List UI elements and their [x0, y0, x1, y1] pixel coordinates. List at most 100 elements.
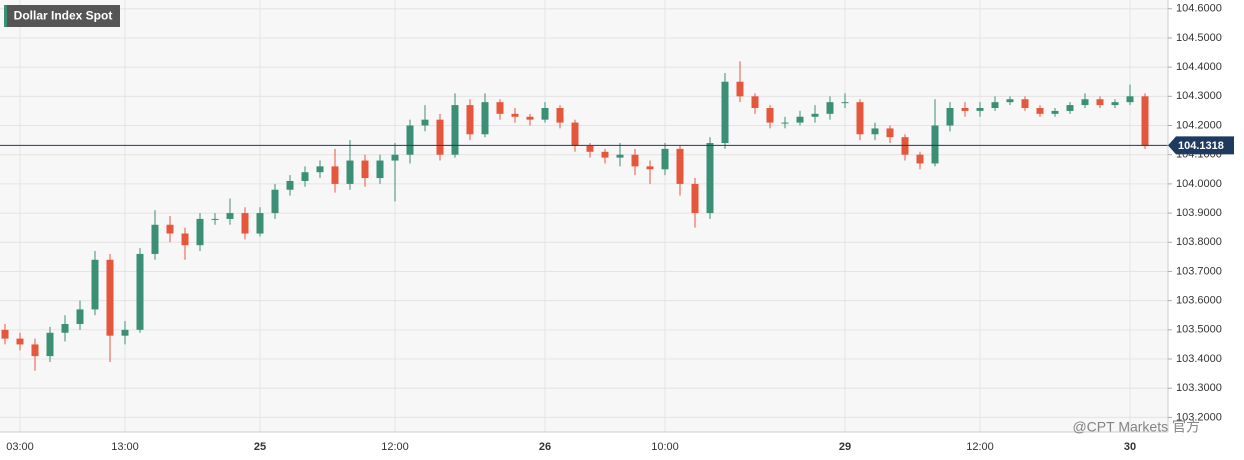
watermark: @CPT Markets 官方: [1072, 419, 1200, 435]
candle-body: [556, 108, 564, 123]
candle-body: [946, 108, 954, 126]
candle-body: [46, 332, 54, 357]
candle-body: [421, 119, 429, 126]
candle-body: [136, 253, 144, 330]
candle-body: [121, 329, 129, 336]
y-tick-label: 103.9000: [1176, 207, 1222, 219]
y-tick-label: 103.6000: [1176, 295, 1222, 307]
candle-body: [1111, 102, 1119, 106]
candle-body: [481, 102, 489, 135]
y-tick-label: 103.4000: [1176, 353, 1222, 365]
y-tick-label: 104.3000: [1176, 90, 1222, 102]
title-stripe: [4, 5, 7, 27]
candle-body: [196, 218, 204, 246]
x-tick-label: 30: [1124, 441, 1136, 453]
candle-body: [916, 154, 924, 164]
candle-body: [361, 160, 369, 179]
candle-body: [226, 213, 234, 219]
candle-body: [646, 166, 654, 170]
candle-body: [1021, 99, 1029, 108]
y-tick-label: 103.8000: [1176, 236, 1222, 248]
x-tick-label: 10:00: [651, 441, 679, 453]
candle-body: [826, 102, 834, 114]
y-tick-label: 103.3000: [1176, 382, 1222, 394]
candle-body: [736, 81, 744, 97]
x-tick-label: 12:00: [381, 441, 409, 453]
candle-body: [91, 259, 99, 310]
candle-body: [31, 344, 39, 357]
candle-body: [256, 213, 264, 234]
candle-body: [301, 172, 309, 181]
candle-body: [1036, 108, 1044, 114]
x-tick-label: 03:00: [6, 441, 34, 453]
candle-body: [391, 154, 399, 161]
candle-body: [346, 160, 354, 184]
y-tick-label: 103.5000: [1176, 324, 1222, 336]
x-tick-label: 12:00: [966, 441, 994, 453]
candle-body: [526, 116, 534, 120]
candle-body: [151, 224, 159, 254]
candle-body: [406, 125, 414, 155]
candle-body: [811, 113, 819, 117]
candle-body: [961, 108, 969, 111]
y-tick-label: 104.2000: [1176, 119, 1222, 131]
candle-body: [721, 81, 729, 144]
candle-body: [871, 128, 879, 135]
candle-body: [451, 105, 459, 155]
candle-body: [601, 151, 609, 158]
y-tick-label: 104.5000: [1176, 32, 1222, 44]
x-tick-label: 25: [254, 441, 266, 453]
y-tick-label: 103.2000: [1176, 411, 1222, 423]
candle-body: [631, 154, 639, 167]
candle-body: [1081, 99, 1089, 106]
candle-body: [511, 113, 519, 117]
candle-body: [376, 160, 384, 179]
candle-body: [331, 166, 339, 184]
candle-body: [1126, 96, 1134, 103]
candle-body: [976, 108, 984, 111]
candle-body: [901, 137, 909, 155]
candle-body: [571, 122, 579, 146]
y-tick-label: 103.7000: [1176, 265, 1222, 277]
candle-body: [1066, 105, 1074, 111]
candle-body: [991, 102, 999, 108]
candle-body: [61, 324, 69, 333]
candle-body: [16, 338, 24, 345]
y-tick-label: 104.0000: [1176, 178, 1222, 190]
chart-title: Dollar Index Spot: [14, 9, 113, 23]
candle-body: [466, 105, 474, 135]
candle-body: [931, 125, 939, 164]
candle-body: [436, 119, 444, 155]
x-tick-label: 13:00: [111, 441, 139, 453]
candle-body: [781, 122, 789, 124]
last-price-label: 104.1318: [1178, 140, 1224, 152]
candle-body: [841, 102, 849, 104]
candle-body: [661, 148, 669, 170]
candle-body: [106, 259, 114, 336]
title-badge: Dollar Index Spot: [4, 5, 120, 27]
candle-body: [766, 108, 774, 123]
plot-background: [0, 0, 1168, 432]
candle-body: [1006, 99, 1014, 103]
candle-body: [616, 154, 624, 158]
candle-body: [271, 189, 279, 214]
y-tick-label: 104.4000: [1176, 61, 1222, 73]
title-box: [4, 5, 120, 27]
candle-body: [1051, 110, 1059, 114]
candle-body: [1096, 99, 1104, 106]
candle-body: [586, 145, 594, 152]
candle-body: [796, 116, 804, 123]
candle-body: [706, 143, 714, 214]
candle-body: [211, 218, 219, 220]
candle-body: [676, 148, 684, 184]
candle-body: [166, 224, 174, 234]
candle-body: [1, 329, 9, 339]
candle-body: [286, 180, 294, 190]
candle-body: [541, 108, 549, 120]
candle-body: [76, 309, 84, 324]
y-tick-label: 104.6000: [1176, 3, 1222, 15]
x-tick-label: 29: [839, 441, 851, 453]
candle-body: [1141, 96, 1149, 146]
candle-body: [856, 102, 864, 135]
